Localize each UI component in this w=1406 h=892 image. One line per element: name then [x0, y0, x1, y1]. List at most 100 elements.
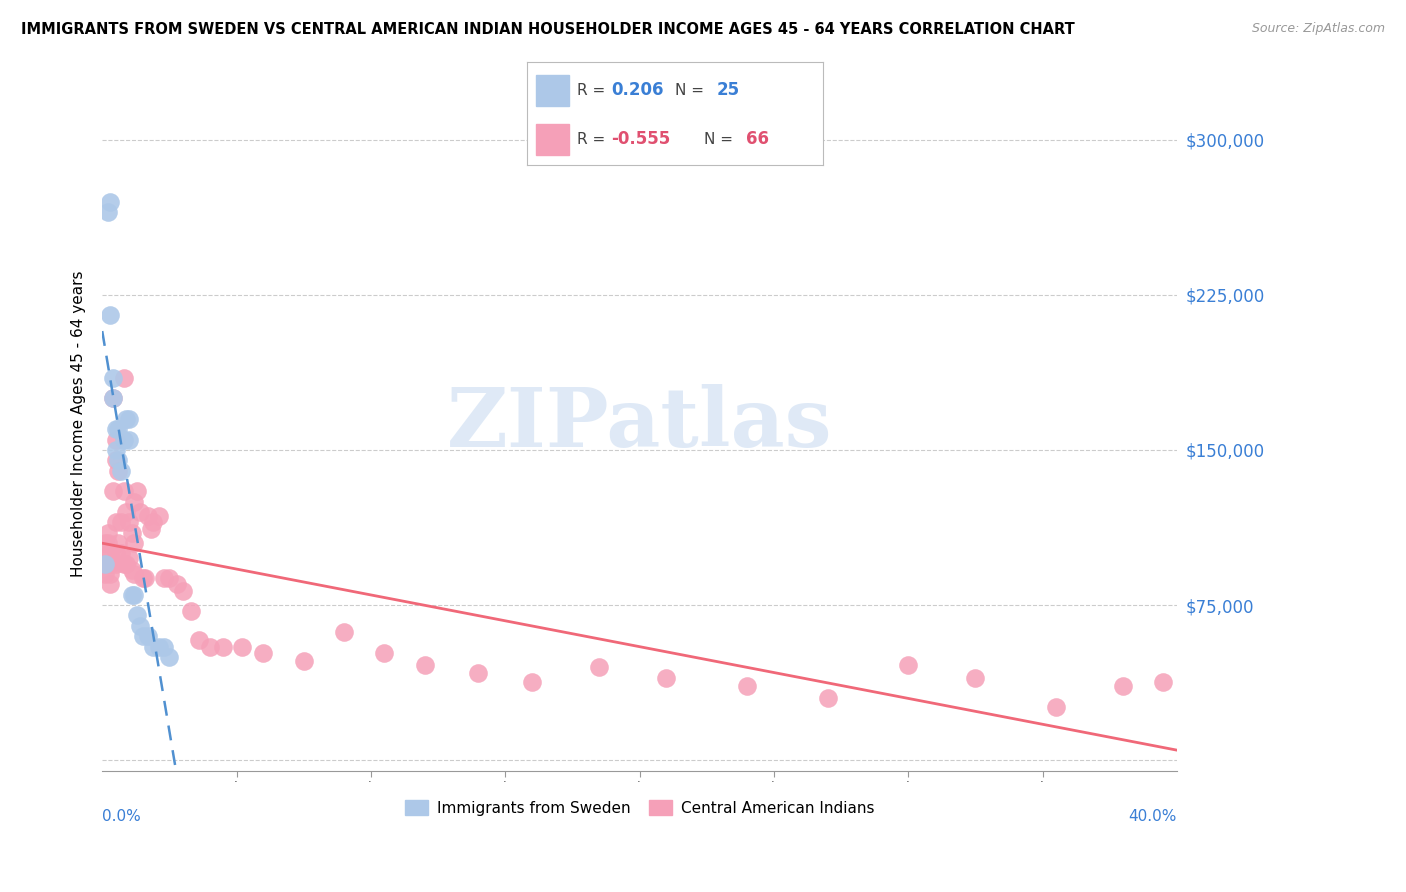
Point: [112, 484, 135, 499]
Point: [231, 640, 253, 654]
Point: [136, 629, 159, 643]
Point: [588, 660, 610, 674]
Point: [735, 679, 758, 693]
Legend: Immigrants from Sweden, Central American Indians: Immigrants from Sweden, Central American…: [399, 794, 880, 822]
Point: [98, 577, 121, 591]
Text: N =: N =: [704, 132, 738, 147]
Point: [98, 567, 121, 582]
Point: [127, 608, 149, 623]
Point: [148, 509, 170, 524]
Text: IMMIGRANTS FROM SWEDEN VS CENTRAL AMERICAN INDIAN HOUSEHOLDER INCOME AGES 45 - 6: IMMIGRANTS FROM SWEDEN VS CENTRAL AMERIC…: [21, 22, 1074, 37]
Point: [110, 464, 132, 478]
Point: [157, 649, 180, 664]
Point: [107, 453, 129, 467]
Point: [98, 546, 121, 560]
Point: [1152, 674, 1174, 689]
Point: [965, 671, 987, 685]
Point: [118, 433, 141, 447]
Text: 0.206: 0.206: [612, 81, 664, 99]
Y-axis label: Householder Income Ages 45 - 64 years: Householder Income Ages 45 - 64 years: [72, 271, 86, 577]
Point: [180, 604, 202, 618]
Point: [101, 391, 124, 405]
Point: [104, 546, 127, 560]
Point: [97, 525, 120, 540]
Point: [104, 453, 127, 467]
Point: [115, 557, 138, 571]
Point: [104, 422, 127, 436]
Point: [131, 629, 153, 643]
Point: [101, 484, 124, 499]
Bar: [536, 124, 568, 155]
Point: [252, 646, 274, 660]
Point: [198, 640, 221, 654]
Point: [98, 309, 121, 323]
Point: [118, 516, 141, 530]
Text: 25: 25: [716, 81, 740, 99]
Point: [97, 205, 120, 219]
Point: [94, 557, 117, 571]
Point: [94, 567, 117, 582]
Point: [118, 412, 141, 426]
Point: [817, 691, 839, 706]
Point: [98, 557, 121, 571]
Point: [148, 640, 170, 654]
Point: [166, 577, 188, 591]
Point: [110, 516, 132, 530]
Point: [110, 546, 132, 560]
Point: [107, 422, 129, 436]
Point: [104, 433, 127, 447]
Point: [97, 550, 120, 565]
Point: [98, 194, 121, 209]
Point: [131, 571, 153, 585]
Point: [101, 370, 124, 384]
Point: [124, 588, 146, 602]
Point: [121, 588, 143, 602]
Point: [107, 464, 129, 478]
Point: [520, 674, 543, 689]
Point: [136, 509, 159, 524]
Point: [121, 525, 143, 540]
Point: [104, 557, 127, 571]
Text: N =: N =: [675, 83, 709, 97]
Point: [94, 536, 117, 550]
Point: [124, 567, 146, 582]
Bar: [536, 75, 568, 105]
Point: [153, 640, 176, 654]
Point: [127, 484, 149, 499]
Point: [104, 442, 127, 457]
Point: [115, 505, 138, 519]
Point: [292, 654, 315, 668]
Point: [118, 550, 141, 565]
Point: [101, 391, 124, 405]
Point: [413, 658, 436, 673]
Point: [104, 516, 127, 530]
Text: Source: ZipAtlas.com: Source: ZipAtlas.com: [1251, 22, 1385, 36]
Text: -0.555: -0.555: [612, 130, 671, 148]
Point: [115, 412, 138, 426]
Point: [142, 640, 165, 654]
Point: [124, 536, 146, 550]
Point: [97, 536, 120, 550]
Point: [172, 583, 194, 598]
Point: [187, 633, 209, 648]
Text: R =: R =: [578, 132, 610, 147]
Point: [142, 516, 165, 530]
Point: [1045, 699, 1067, 714]
Point: [112, 433, 135, 447]
Point: [121, 563, 143, 577]
Text: 66: 66: [745, 130, 769, 148]
Point: [139, 522, 162, 536]
Point: [897, 658, 920, 673]
Point: [373, 646, 395, 660]
Point: [655, 671, 678, 685]
Point: [107, 536, 129, 550]
Point: [1112, 679, 1135, 693]
Point: [112, 557, 135, 571]
Point: [212, 640, 235, 654]
Text: ZIPatlas: ZIPatlas: [447, 384, 832, 464]
Point: [128, 505, 150, 519]
Text: 0.0%: 0.0%: [103, 809, 141, 824]
Text: R =: R =: [578, 83, 610, 97]
Point: [333, 625, 356, 640]
Point: [112, 370, 135, 384]
